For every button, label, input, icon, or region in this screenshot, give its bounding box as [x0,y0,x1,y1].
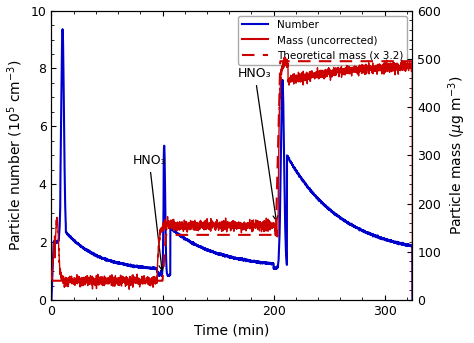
Text: HNO₃: HNO₃ [132,154,166,270]
Legend: Number, Mass (uncorrected), Theoretical mass (x 3.2): Number, Mass (uncorrected), Theoretical … [238,16,407,64]
X-axis label: Time (min): Time (min) [194,323,270,338]
Y-axis label: Particle number ($10^5$ cm$^{-3}$): Particle number ($10^5$ cm$^{-3}$) [6,60,25,251]
Text: HNO₃: HNO₃ [238,67,278,221]
Y-axis label: Particle mass ($\mu$g m$^{-3}$): Particle mass ($\mu$g m$^{-3}$) [447,76,468,235]
